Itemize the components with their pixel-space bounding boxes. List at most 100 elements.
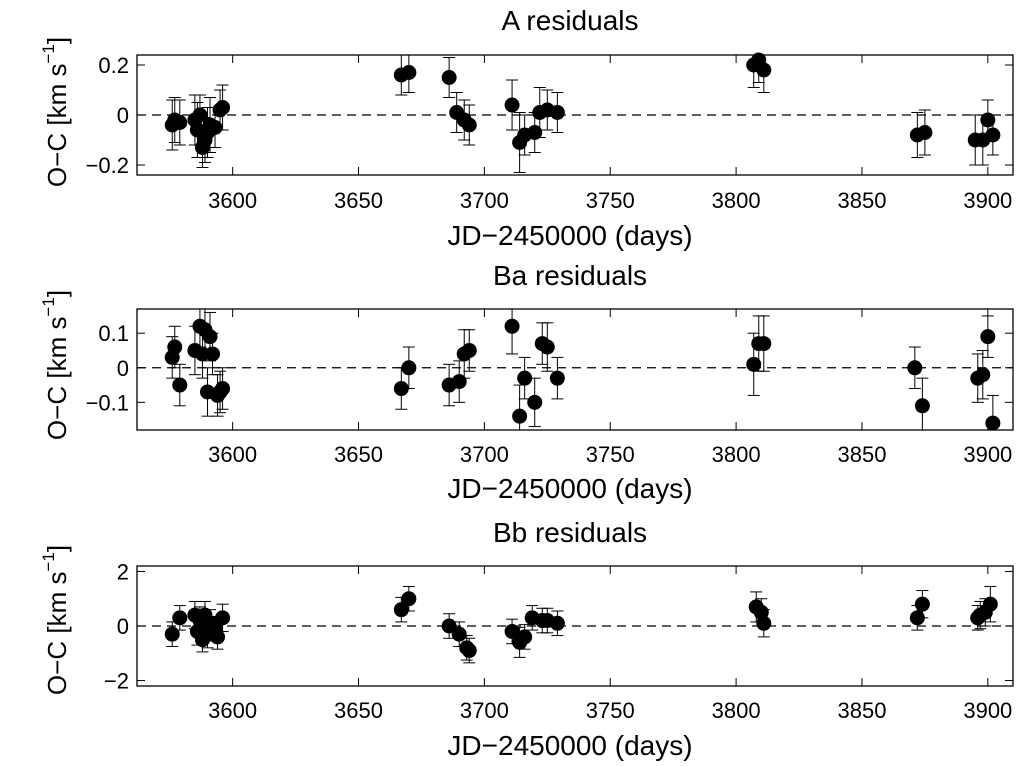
y-tick-label: 0.1: [98, 321, 129, 346]
x-tick-label: 3650: [334, 188, 383, 213]
x-tick-label: 3750: [586, 698, 635, 723]
panel-bb-title: Bb residuals: [493, 517, 647, 548]
data-point: [985, 415, 1001, 431]
data-point: [210, 629, 226, 645]
y-tick-label: 0: [117, 356, 129, 381]
data-point: [914, 398, 930, 414]
data-point: [401, 591, 417, 607]
data-point: [980, 329, 996, 345]
data-point: [393, 381, 409, 397]
plot-frame: [136, 565, 1014, 687]
x-tick-label: 3800: [712, 442, 761, 467]
data-point: [980, 112, 996, 128]
x-tick-label: 3700: [460, 188, 509, 213]
x-tick-label: 3750: [586, 442, 635, 467]
panel-bb-ylabel: O−C [km s−1]: [39, 545, 72, 695]
data-point: [914, 596, 930, 612]
data-point: [907, 360, 923, 376]
panel-bb-plot: 3600 3650 3700 3750 3800 3850 3900 −2 0 2: [104, 559, 1014, 723]
panel-ba-title: Ba residuals: [493, 260, 647, 291]
data-point: [205, 346, 221, 362]
x-tick-label: 3850: [837, 188, 886, 213]
data-point: [527, 394, 543, 410]
data-point: [441, 70, 457, 85]
panel-a: A residuals 3600 3650 3700 3750 3800 3850 3900…: [39, 5, 1014, 251]
x-tick-label: 3850: [837, 442, 886, 467]
x-tick-label: 3900: [963, 442, 1012, 467]
data-point: [549, 370, 565, 386]
data-point: [917, 125, 933, 140]
data-point: [401, 65, 417, 80]
y-tick-label: 0.2: [98, 53, 129, 78]
data-point: [746, 356, 762, 372]
data-point: [517, 629, 533, 645]
x-tick-label: 3650: [334, 698, 383, 723]
panel-ba-plot: 3600 3650 3700 3750 3800 3850 3900 −0.1 0 0.1: [86, 308, 1014, 467]
data-point: [985, 127, 1001, 143]
x-tick-label: 3600: [208, 188, 257, 213]
data-point: [461, 117, 477, 133]
data-point: [401, 360, 417, 376]
data-point: [461, 342, 477, 358]
x-tick-label: 3900: [963, 188, 1012, 213]
data-point: [172, 377, 188, 393]
x-tick-label: 3750: [586, 188, 635, 213]
x-tick-label: 3800: [712, 188, 761, 213]
plot-frame: [136, 308, 1014, 431]
data-point: [549, 615, 565, 631]
y-tick-label: −0.1: [86, 390, 129, 415]
data-point: [393, 602, 409, 618]
x-tick-label: 3900: [963, 698, 1012, 723]
plot-frame: [136, 54, 1014, 176]
panel-a-ylabel-main: O−C [km s: [42, 64, 72, 188]
panel-bb-ylabel-close: ]: [42, 545, 72, 552]
panel-ba-xlabel: JD−2450000 (days): [447, 473, 692, 504]
y-tick-label: −0.2: [86, 153, 129, 178]
data-point: [539, 339, 555, 355]
data-point: [172, 115, 188, 130]
data-point: [982, 596, 998, 612]
panel-a-title: A residuals: [502, 5, 639, 36]
x-tick-label: 3700: [460, 442, 509, 467]
data-point: [504, 97, 520, 113]
data-point: [461, 643, 477, 659]
panel-ba-ylabel-sup: −1: [39, 297, 58, 316]
data-point: [756, 62, 772, 78]
panel-a-ylabel-close: ]: [42, 37, 72, 44]
data-point: [167, 339, 183, 355]
data-point: [441, 618, 457, 634]
y-tick-label: −2: [104, 669, 129, 694]
x-tick-label: 3600: [208, 442, 257, 467]
data-point: [215, 610, 231, 626]
panel-ba-ylabel-main: O−C [km s: [42, 317, 72, 441]
y-tick-label: 0: [117, 614, 129, 639]
panel-a-ylabel-sup: −1: [39, 44, 58, 63]
data-point: [517, 370, 533, 386]
data-point: [164, 626, 180, 642]
data-point: [192, 107, 208, 123]
x-tick-label: 3850: [837, 698, 886, 723]
panel-bb-xlabel: JD−2450000 (days): [447, 730, 692, 761]
data-point: [549, 105, 565, 120]
data-point: [756, 336, 772, 352]
x-tick-label: 3800: [712, 698, 761, 723]
y-tick-label: 2: [117, 559, 129, 584]
x-tick-label: 3650: [334, 442, 383, 467]
panel-bb-ylabel-sup: −1: [39, 552, 58, 571]
panel-a-plot: 3600 3650 3700 3750 3800 3850 3900 −0.2 0 0.2: [86, 52, 1014, 213]
panel-a-ylabel: O−C [km s−1]: [39, 37, 72, 187]
panel-bb: Bb residuals 3600 3650 3700 3750 3800 3850 390…: [39, 517, 1014, 761]
panel-a-xlabel: JD−2450000 (days): [447, 220, 692, 251]
data-point: [215, 100, 231, 115]
panel-ba: Ba residuals 3600 3650 3700 3750 3800 3850 390…: [39, 260, 1014, 504]
data-point: [512, 408, 528, 424]
panel-ba-ylabel: O−C [km s−1]: [39, 290, 72, 440]
data-point: [215, 381, 231, 397]
data-point: [504, 318, 520, 334]
data-point: [451, 626, 467, 642]
panel-ba-ylabel-close: ]: [42, 290, 72, 297]
panel-bb-ylabel-main: O−C [km s: [42, 572, 72, 696]
x-tick-label: 3600: [208, 698, 257, 723]
data-point: [527, 125, 543, 140]
